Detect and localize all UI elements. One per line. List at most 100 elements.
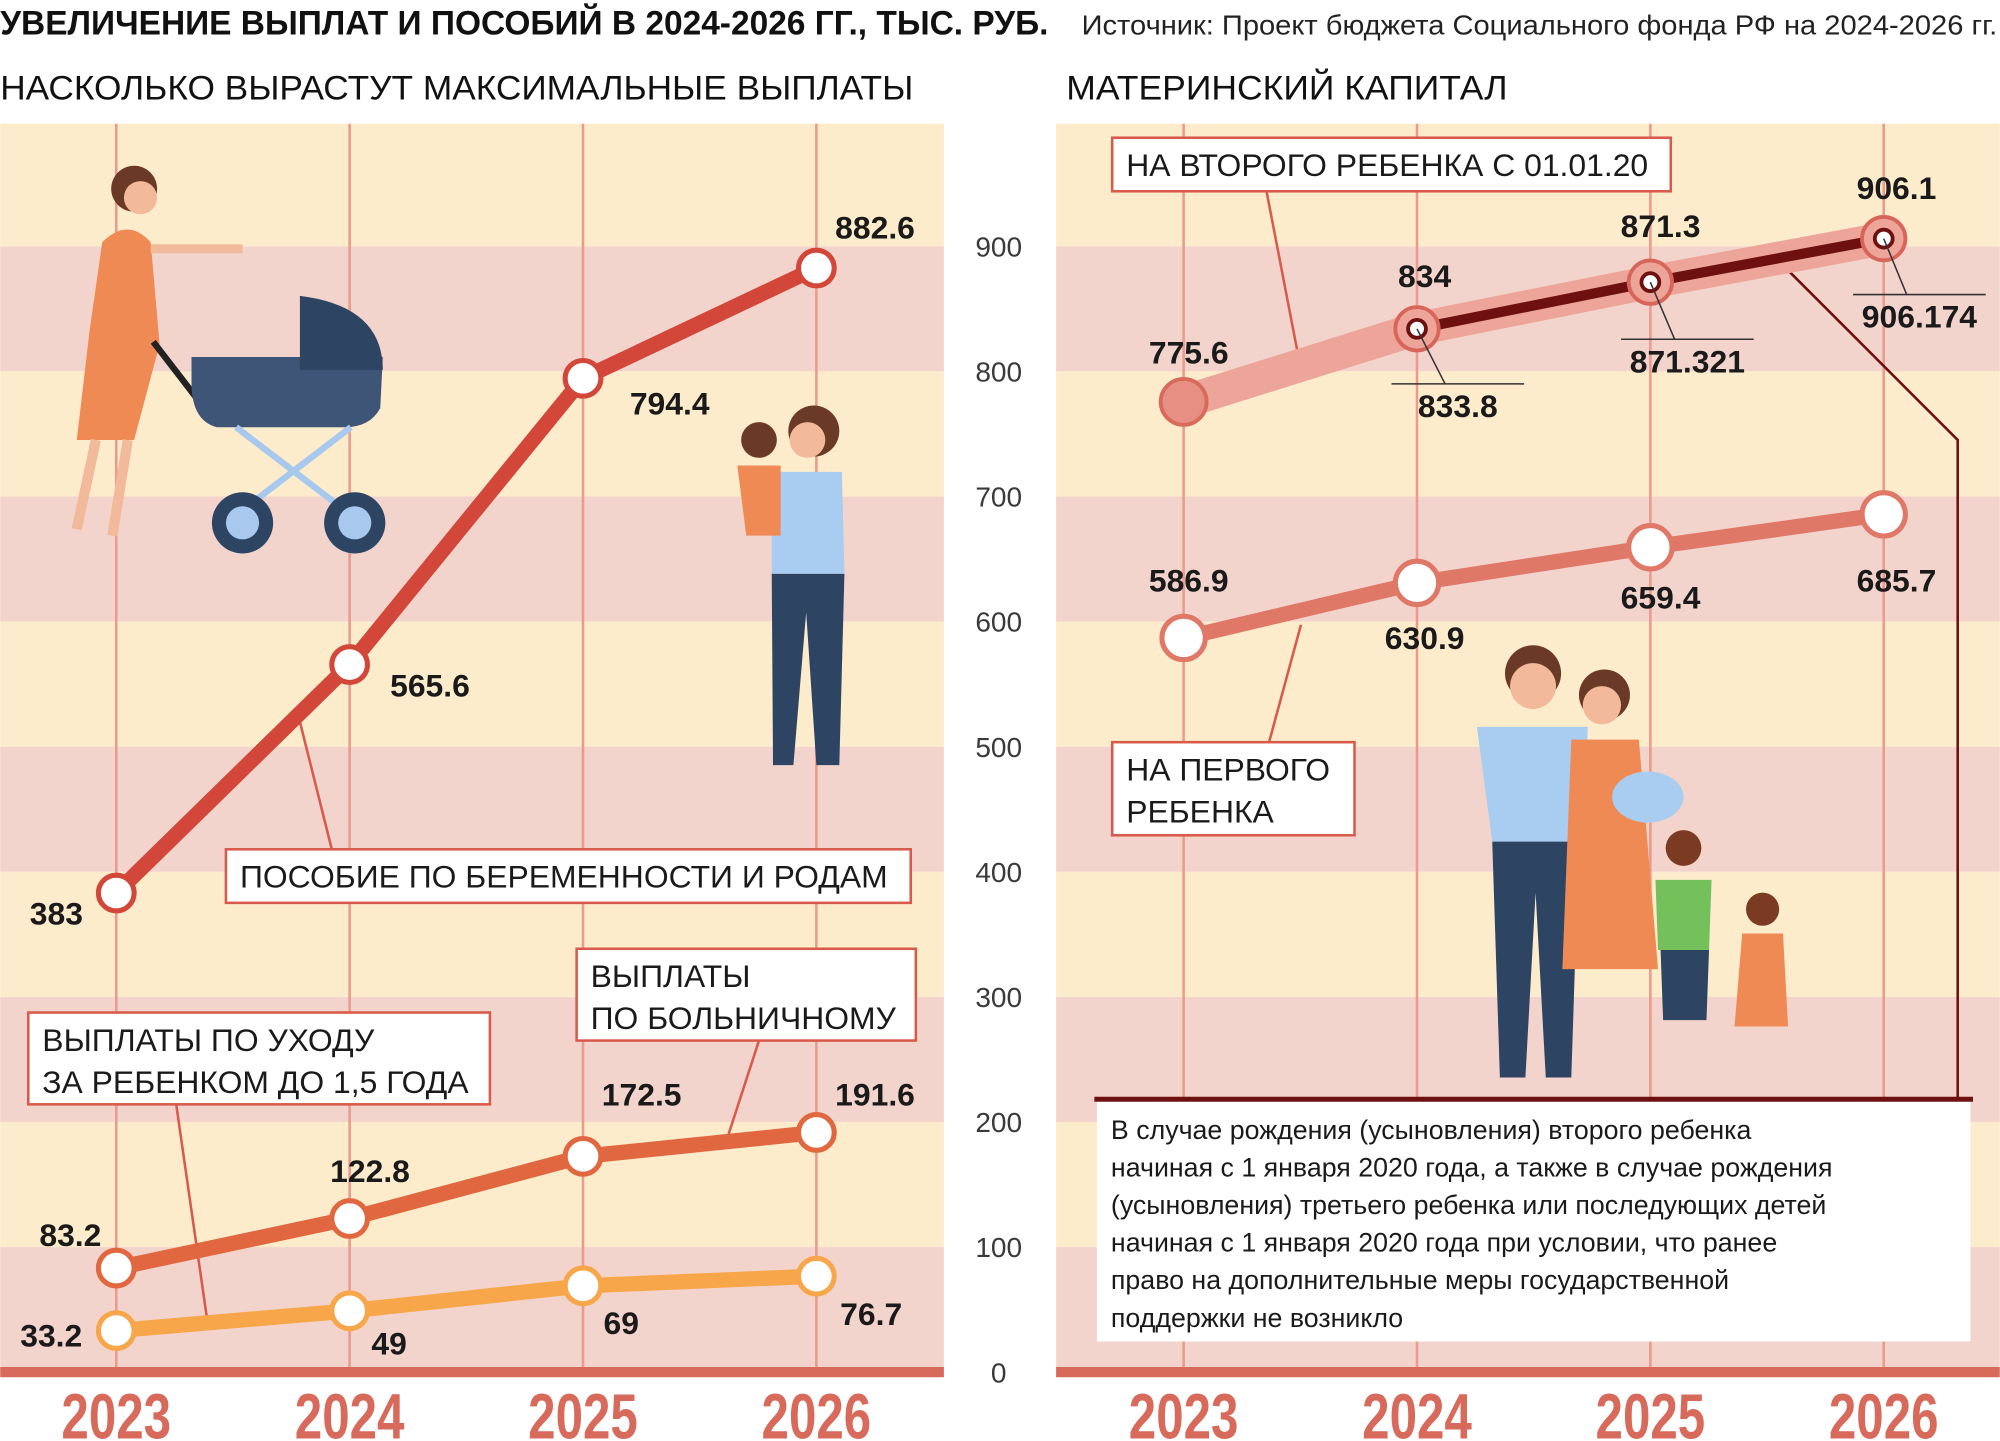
childcare-legend-box [27, 1011, 492, 1106]
childcare-legend-box-label: ЗА РЕБЕНКОМ ДО 1,5 ГОДА [42, 1064, 469, 1100]
right-chart-title: МАТЕРИНСКИЙ КАПИТАЛ [1066, 67, 1507, 107]
first-child-value-label: 586.9 [1149, 563, 1229, 599]
maternity-legend-box-label: ПОСОБИЕ ПО БЕРЕМЕННОСТИ И РОДАМ [240, 859, 888, 895]
footnote-text: право на дополнительные меры государстве… [1111, 1265, 1729, 1295]
maternity-value-label: 383 [30, 896, 83, 932]
x-tick-label: 2026 [1829, 1380, 1939, 1441]
maternity-value-label: 882.6 [835, 209, 915, 245]
note-connector-line [1784, 266, 1959, 1100]
second-child-value-label: 834 [1398, 258, 1451, 294]
alt-value-leader [1883, 238, 1908, 295]
x-axis: 2023 2024 2025 2026 2023 2024 2025 2026 [61, 1380, 1938, 1441]
leader-line [1265, 191, 1303, 371]
background-band [0, 1247, 944, 1373]
footnote-text: В случае рождения (усыновления) второго … [1111, 1115, 1752, 1145]
first-child-legend-box-label: РЕБЕНКА [1126, 794, 1274, 830]
footnote-text: начиная с 1 января 2020 года при условии… [1111, 1228, 1777, 1258]
y-tick-label: 400 [975, 857, 1022, 888]
sick-leave-point [562, 1135, 604, 1177]
first-child-value-label: 685.7 [1857, 563, 1937, 599]
first-child-point [1859, 490, 1908, 539]
leader-line [298, 721, 334, 850]
alt-value-leader [1649, 281, 1676, 340]
second-child-value-label: 871.3 [1621, 208, 1701, 244]
childcare-value-label: 76.7 [840, 1296, 902, 1332]
x-tick-label: 2025 [528, 1380, 638, 1441]
leader-line [725, 1040, 761, 1140]
childcare-point [562, 1265, 604, 1307]
footnote-text: начиная с 1 января 2020 года, а также в … [1111, 1152, 1833, 1182]
sick-leave-point [795, 1112, 837, 1153]
maternity-legend-box [224, 848, 913, 905]
data-labels: 383 565.6 794.4 882.6 83.2 122.8 172.5 191.6 33.… [20, 170, 1986, 1361]
second-child-alt-value-label: 871.321 [1630, 343, 1745, 379]
y-tick-label: 100 [975, 1232, 1022, 1263]
footnote-box [1096, 1099, 1971, 1342]
second-child-legend-box-label: НА ВТОРОГО РЕБЕНКА С 01.01.20 [1126, 147, 1648, 183]
illustration-family-icon [1476, 645, 1789, 1078]
x-tick-label: 2025 [1596, 1380, 1706, 1441]
sick-leave-value-label: 191.6 [835, 1077, 915, 1113]
y-tick-label: 700 [975, 482, 1022, 513]
x-tick-label: 2023 [1129, 1380, 1239, 1441]
sick-leave-point [329, 1198, 371, 1239]
sick-leave-legend-box-label: ВЫПЛАТЫ [591, 958, 751, 994]
maternity-point [562, 357, 604, 399]
childcare-point [795, 1255, 837, 1297]
first-child-value-label: 659.4 [1621, 579, 1701, 615]
footnote-text: поддержки не возникло [1111, 1303, 1403, 1333]
y-tick-label: 300 [975, 982, 1022, 1013]
first-child-legend-box [1110, 740, 1356, 837]
sick-leave-point [95, 1247, 137, 1289]
annotations: ПОСОБИЕ ПО БЕРЕМЕННОСТИ И РОДАМ ВЫПЛАТЫ ПО… [27, 136, 1973, 1342]
sick-leave-legend-box-label: ПО БОЛЬНИЧНОМУ [591, 1000, 897, 1036]
sick-leave-value-label: 172.5 [602, 1077, 682, 1113]
childcare-line [115, 1268, 817, 1339]
x-tick-label: 2023 [61, 1380, 171, 1441]
source-note: Источник: Проект бюджета Социального фон… [1082, 9, 1998, 40]
childcare-point [329, 1290, 371, 1332]
leader-line [1267, 624, 1303, 743]
maternity-point [329, 644, 371, 685]
background-band [0, 123, 944, 247]
first-child-point [1392, 558, 1442, 608]
childcare-point [95, 1310, 137, 1352]
sick-leave-value-label: 122.8 [330, 1153, 410, 1189]
maternity-point [795, 247, 837, 289]
leader-line [174, 1104, 210, 1327]
series-layer [95, 215, 1908, 1352]
childcare-value-label: 69 [604, 1305, 639, 1341]
y-tick-label: 0 [991, 1357, 1007, 1388]
maternity-value-label: 565.6 [390, 667, 470, 703]
left-chart-title: НАСКОЛЬКО ВЫРАСТУТ МАКСИМАЛЬНЫЕ ВЫПЛАТЫ [0, 69, 913, 107]
sick-leave-value-label: 83.2 [39, 1217, 101, 1253]
sick-leave-line [114, 1124, 818, 1276]
first-child-point [1159, 613, 1208, 663]
y-tick-label: 200 [975, 1107, 1022, 1138]
maternity-point [95, 872, 137, 914]
second-child-alt-value-label: 833.8 [1418, 388, 1498, 424]
childcare-value-label: 33.2 [20, 1318, 82, 1354]
main-title: УВЕЛИЧЕНИЕ ВЫПЛАТ И ПОСОБИЙ В 2024-2026 … [0, 2, 1048, 42]
sick-leave-legend-box [575, 947, 918, 1042]
second-child-value-label: 775.6 [1149, 334, 1229, 370]
x-tick-label: 2024 [295, 1380, 405, 1441]
illustration-mother-with-child-icon [737, 405, 845, 766]
illustrations [71, 165, 1789, 1078]
first-child-value-label: 630.9 [1385, 620, 1465, 656]
y-tick-label: 900 [975, 231, 1022, 262]
second-child-legend-box [1110, 136, 1673, 193]
maternity-value-label: 794.4 [630, 385, 710, 421]
second-child-value-label: 906.1 [1857, 170, 1937, 206]
first-child-line [1181, 506, 1885, 646]
second-child-point [1158, 377, 1209, 427]
first-child-point [1626, 523, 1675, 572]
alt-value-leader [1416, 328, 1446, 385]
second-child-point-inner [1872, 227, 1895, 250]
y-tick-label: 600 [975, 607, 1022, 638]
y-axis: 0 100 200 300 400 500 600 700 800 900 [975, 231, 1022, 1388]
y-tick-label: 500 [975, 732, 1022, 763]
second-child-alt-value-label: 906.174 [1862, 299, 1977, 335]
childcare-value-label: 49 [371, 1325, 406, 1361]
